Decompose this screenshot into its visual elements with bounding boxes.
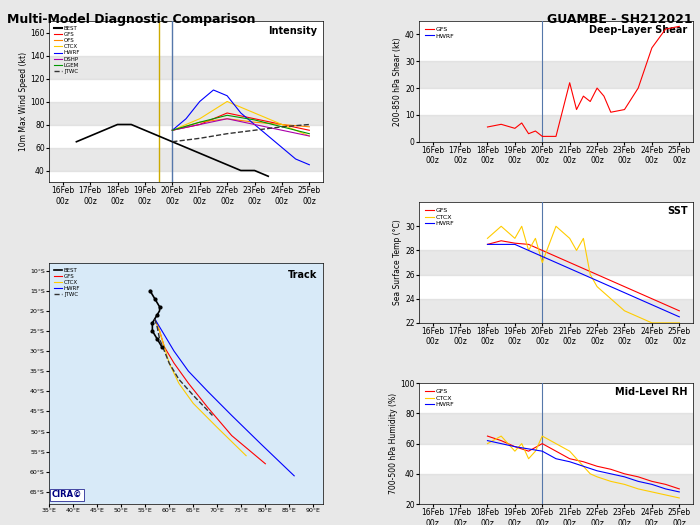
Text: Multi-Model Diagnostic Comparison: Multi-Model Diagnostic Comparison (7, 13, 256, 26)
Text: CIRA©: CIRA© (52, 490, 82, 499)
Bar (419, 414, 693, 444)
Text: Mid-Level RH: Mid-Level RH (615, 387, 687, 397)
Bar (49, 148, 323, 171)
Bar (49, 56, 323, 79)
Bar (419, 299, 693, 323)
Legend: GFS, CTCX, HWRF: GFS, CTCX, HWRF (422, 386, 457, 410)
Y-axis label: Sea Surface Temp (°C): Sea Surface Temp (°C) (393, 219, 402, 306)
Legend: GFS, CTCX, HWRF: GFS, CTCX, HWRF (422, 205, 457, 229)
Legend: BEST, GFS, CTCX, HWRF, JTWC: BEST, GFS, CTCX, HWRF, JTWC (52, 265, 83, 299)
Bar (419, 115, 693, 142)
Text: GUAMBE - SH212021: GUAMBE - SH212021 (547, 13, 693, 26)
Y-axis label: 200-850 hPa Shear (kt): 200-850 hPa Shear (kt) (393, 37, 402, 125)
Y-axis label: 10m Max Wind Speed (kt): 10m Max Wind Speed (kt) (19, 52, 27, 151)
Bar (419, 250, 693, 275)
Bar (419, 61, 693, 88)
Text: Deep-Layer Shear: Deep-Layer Shear (589, 25, 687, 35)
Text: Track: Track (288, 270, 318, 280)
Text: Intensity: Intensity (269, 26, 318, 36)
Legend: BEST, GFS, OFS, CTCX, HWRF, DSHP, LGEM, JTWC: BEST, GFS, OFS, CTCX, HWRF, DSHP, LGEM, … (52, 24, 83, 76)
Bar (419, 474, 693, 504)
Text: SST: SST (667, 206, 687, 216)
Legend: GFS, HWRF: GFS, HWRF (422, 24, 457, 41)
Bar (49, 101, 323, 124)
Y-axis label: 700-500 hPa Humidity (%): 700-500 hPa Humidity (%) (389, 393, 398, 494)
